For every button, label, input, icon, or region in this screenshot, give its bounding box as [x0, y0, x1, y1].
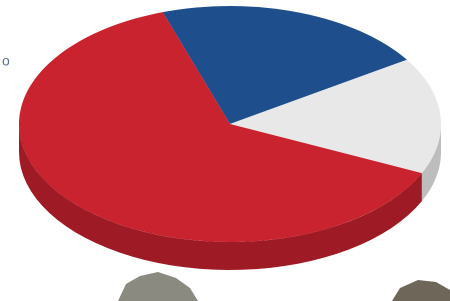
annotation: o — [2, 53, 10, 69]
chart: o — [0, 0, 450, 301]
photo-fragment — [118, 272, 198, 301]
photo-fragment — [392, 280, 450, 301]
